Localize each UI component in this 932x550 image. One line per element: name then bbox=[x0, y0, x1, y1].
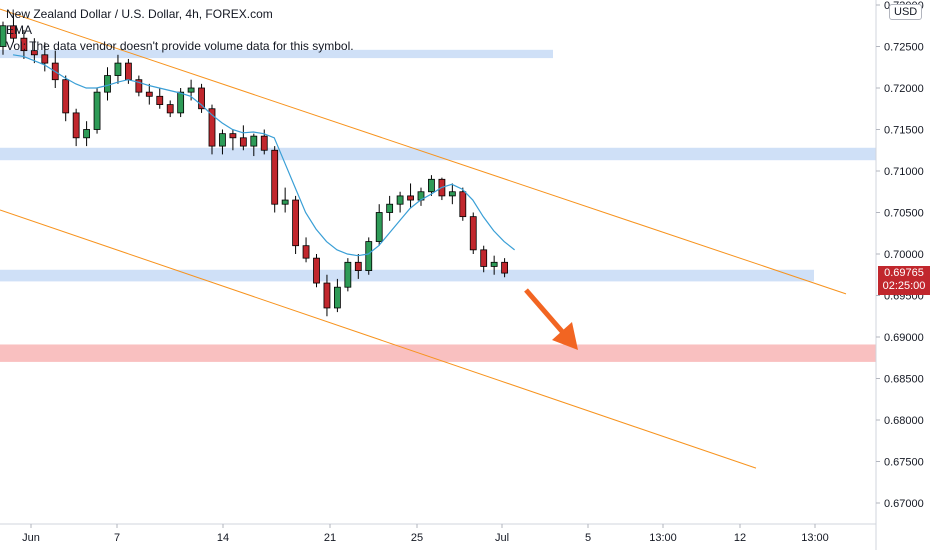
ema-line bbox=[12, 54, 515, 257]
arrow-shaft bbox=[524, 288, 568, 338]
candle-body bbox=[365, 241, 373, 272]
candle-body bbox=[41, 54, 49, 64]
bar-countdown: 02:25:00 bbox=[882, 280, 926, 292]
channel-upper-line bbox=[0, 8, 847, 295]
candle-body bbox=[83, 129, 90, 139]
price-tick-label: 0.67000 bbox=[884, 498, 924, 510]
zone-red-3 bbox=[0, 344, 876, 362]
zone-blue-0 bbox=[0, 49, 553, 59]
candle-body bbox=[302, 245, 310, 259]
candle-body bbox=[229, 133, 237, 139]
ema-indicator-label[interactable]: EMA bbox=[6, 23, 33, 37]
candle-body bbox=[386, 203, 394, 213]
support-resistance-zones bbox=[0, 49, 876, 362]
candle-body bbox=[323, 282, 331, 309]
time-tick-label: 25 bbox=[411, 532, 423, 544]
candle-body bbox=[396, 195, 404, 205]
candle-body bbox=[459, 191, 467, 218]
candlestick-series bbox=[0, 13, 509, 317]
candle-body bbox=[198, 87, 205, 110]
descending-channel bbox=[0, 8, 847, 469]
candle-body bbox=[114, 62, 122, 76]
candle-body bbox=[0, 25, 7, 47]
candle-body bbox=[250, 135, 258, 147]
price-tick-label: 0.68500 bbox=[884, 374, 924, 386]
volume-label: Vol bbox=[6, 39, 23, 53]
time-tick-label: Jul bbox=[495, 532, 509, 544]
candle-body bbox=[428, 178, 435, 193]
candle-body bbox=[239, 137, 247, 147]
candle-body bbox=[62, 79, 70, 114]
time-tick-label: 21 bbox=[324, 532, 336, 544]
candle-body bbox=[407, 195, 414, 201]
price-tick-label: 0.68000 bbox=[884, 415, 924, 427]
price-tick-label: 0.69000 bbox=[884, 332, 924, 344]
time-tick-label: 14 bbox=[217, 532, 229, 544]
price-tick-label: 0.67500 bbox=[884, 457, 924, 469]
candle-body bbox=[219, 133, 226, 147]
candle-body bbox=[271, 149, 279, 205]
candle-body bbox=[260, 135, 268, 151]
candle-body bbox=[93, 91, 101, 130]
last-price-tag: 0.69765 02:25:00 bbox=[878, 266, 930, 295]
price-tick-label: 0.72000 bbox=[884, 83, 924, 95]
ema-polyline bbox=[12, 54, 515, 257]
candle-body bbox=[281, 199, 289, 205]
time-tick-label: 5 bbox=[585, 532, 591, 544]
price-tick-label: 0.71000 bbox=[884, 166, 924, 178]
price-axis[interactable]: 0.730000.725000.720000.715000.710000.705… bbox=[876, 0, 924, 510]
candle-body bbox=[344, 261, 352, 288]
candle-body bbox=[375, 212, 383, 242]
candle-body bbox=[354, 261, 362, 271]
zone-blue-2 bbox=[0, 269, 814, 282]
candle-body bbox=[501, 261, 509, 274]
chart-legend: New Zealand Dollar / U.S. Dollar, 4h, FO… bbox=[6, 6, 354, 54]
candle-body bbox=[156, 95, 164, 106]
currency-badge[interactable]: USD bbox=[889, 4, 923, 20]
channel-lower-line bbox=[0, 209, 757, 469]
candle-body bbox=[208, 108, 216, 147]
time-tick-label: 7 bbox=[114, 532, 120, 544]
candle-body bbox=[72, 112, 80, 139]
candle-body bbox=[480, 249, 488, 267]
arrow-head bbox=[552, 322, 578, 350]
candle-body bbox=[177, 91, 185, 114]
candle-body bbox=[166, 104, 174, 114]
last-price-value: 0.69765 bbox=[884, 267, 924, 279]
volume-message: The data vendor doesn't provide volume d… bbox=[29, 39, 354, 53]
candle-body bbox=[469, 216, 477, 251]
candle-body bbox=[448, 191, 456, 197]
time-tick-label: Jun bbox=[22, 532, 40, 544]
candle-body bbox=[292, 199, 300, 247]
candle-body bbox=[490, 261, 498, 267]
projection-arrow bbox=[524, 288, 578, 350]
candle-body bbox=[145, 91, 153, 97]
volume-indicator[interactable]: Vol: The data vendor doesn't provide vol… bbox=[6, 39, 354, 53]
candle-body bbox=[313, 257, 320, 284]
price-tick-label: 0.71500 bbox=[884, 125, 924, 137]
candle-body bbox=[20, 37, 28, 52]
zone-blue-1 bbox=[0, 147, 876, 161]
candle-body bbox=[135, 79, 143, 93]
time-tick-label: 13:00 bbox=[649, 532, 677, 544]
time-axis[interactable]: Jun 7 14 21 25 Jul 5 13:00 12 13:00 bbox=[22, 524, 829, 544]
price-tick-label: 0.70000 bbox=[884, 249, 924, 261]
price-tick-label: 0.70500 bbox=[884, 208, 924, 220]
candle-body bbox=[125, 62, 132, 81]
candle-body bbox=[30, 50, 38, 56]
price-tick-label: 0.72500 bbox=[884, 42, 924, 54]
candle-body bbox=[10, 25, 17, 39]
time-tick-label: 12 bbox=[734, 532, 746, 544]
symbol-title[interactable]: New Zealand Dollar / U.S. Dollar, 4h, FO… bbox=[6, 7, 273, 21]
candle-body bbox=[104, 75, 111, 93]
candle-body bbox=[187, 87, 195, 93]
time-tick-label: 13:00 bbox=[801, 532, 829, 544]
candle-body bbox=[333, 286, 341, 309]
